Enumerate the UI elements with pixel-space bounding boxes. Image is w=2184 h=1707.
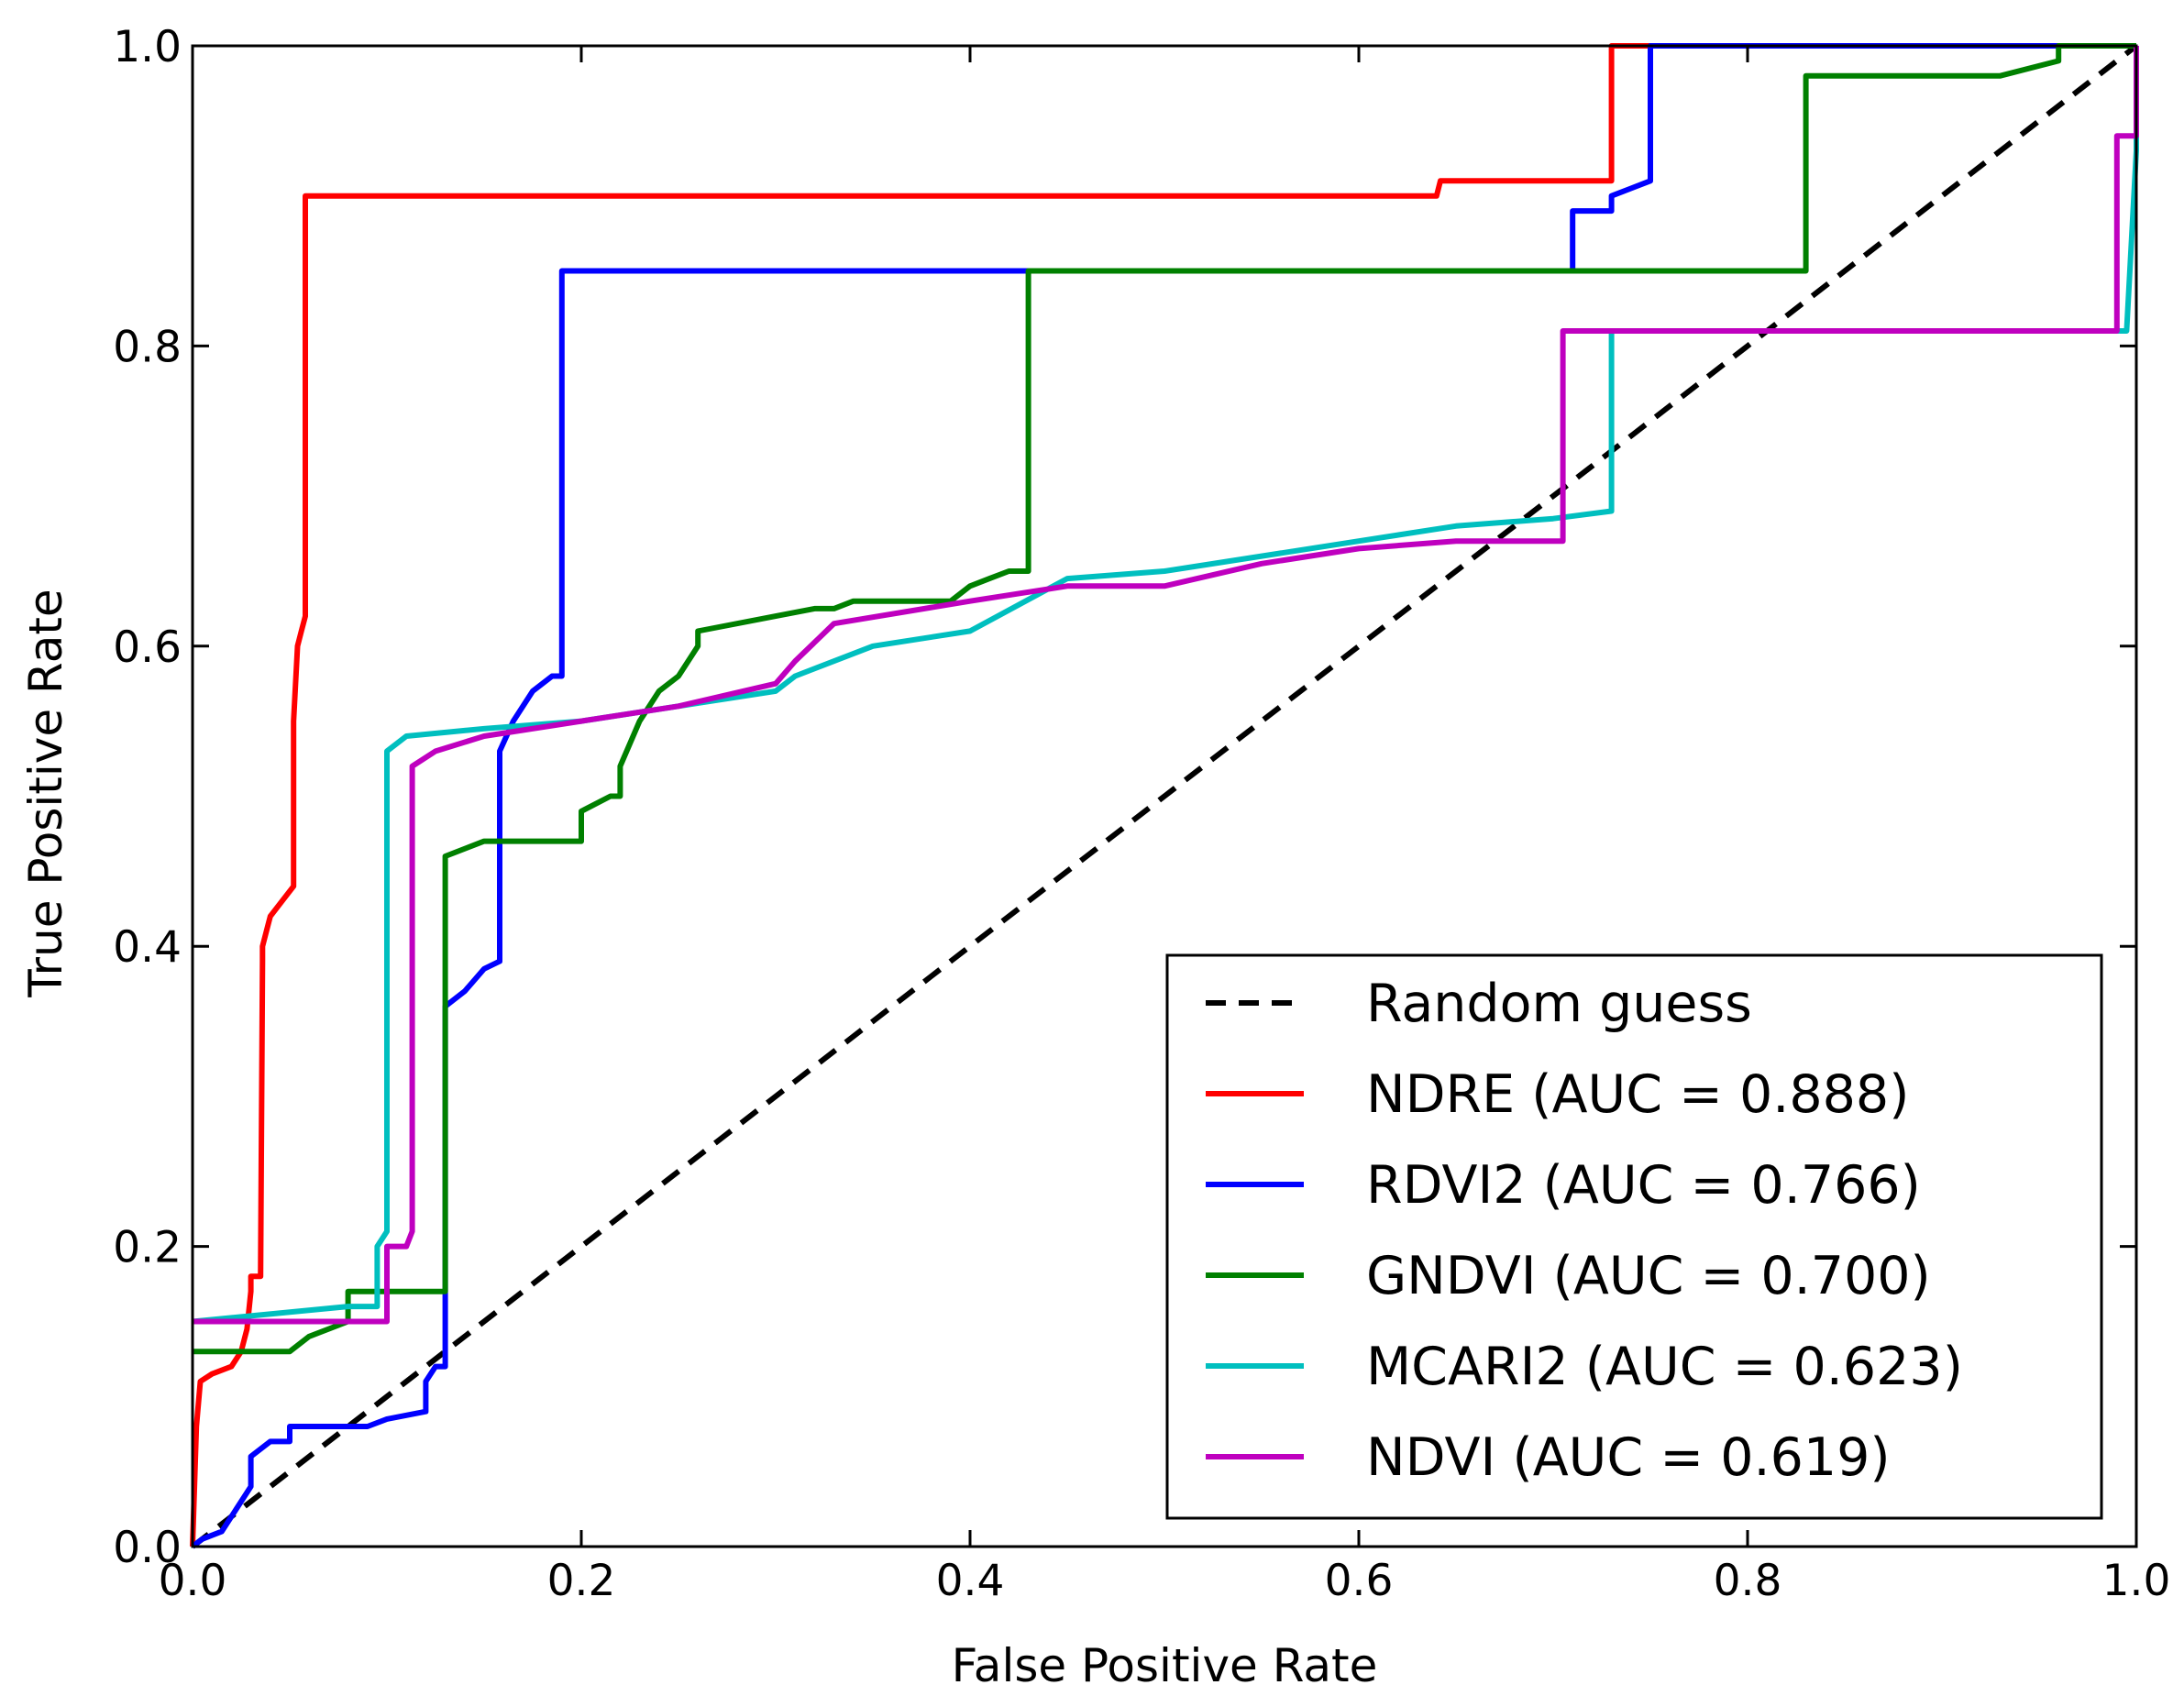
legend-label-rdvi2: RDVI2 (AUC = 0.766) [1366,1155,1921,1216]
y-tick-label: 0.0 [113,1523,182,1573]
y-tick-label: 0.2 [113,1223,182,1273]
random-guess-line [191,43,2138,1549]
y-tick-label: 0.4 [113,922,182,973]
y-tick-label: 1.0 [113,22,182,72]
x-tick-label: 0.0 [159,1556,227,1606]
legend-box [1165,953,2103,1520]
legend: Random guess NDRE (AUC = 0.888) RDVI2 (AU… [1165,953,2103,1520]
legend-label-mcari2: MCARI2 (AUC = 0.623) [1366,1337,1963,1397]
x-tick-label: 0.2 [547,1556,616,1606]
legend-label-ndre: NDRE (AUC = 0.888) [1366,1064,1909,1125]
x-tick-label: 0.4 [936,1556,1005,1606]
y-axis-label: True Positive Rate [19,589,72,997]
axis-ticks [191,44,2138,1548]
axis-tick-labels: 0.0 0.2 0.4 0.6 0.8 1.0 0.0 0.2 0.4 0.6 0.8 1.0 [113,22,2170,1606]
y-tick-label: 0.8 [113,322,182,372]
legend-label-gndvi: GNDVI (AUC = 0.700) [1366,1246,1931,1306]
roc-curve-mcari2 [192,46,2139,1325]
roc-curves [190,43,2139,1549]
legend-series: NDRE (AUC = 0.888) RDVI2 (AUC = 0.766) GND… [1206,1064,1963,1488]
x-axis-label: False Positive Rate [952,1639,1378,1692]
x-tick-label: 0.8 [1714,1556,1782,1606]
legend-label-ndvi: NDVI (AUC = 0.619) [1366,1427,1891,1488]
plot-frame [191,44,2138,1548]
y-tick-label: 0.6 [113,622,182,673]
roc-curve-ndvi [193,46,2139,1325]
x-tick-label: 0.6 [1325,1556,1394,1606]
legend-label-random-guess: Random guess [1366,974,1752,1034]
x-tick-label: 1.0 [2102,1556,2171,1606]
roc-curve-gndvi [193,43,2136,1355]
